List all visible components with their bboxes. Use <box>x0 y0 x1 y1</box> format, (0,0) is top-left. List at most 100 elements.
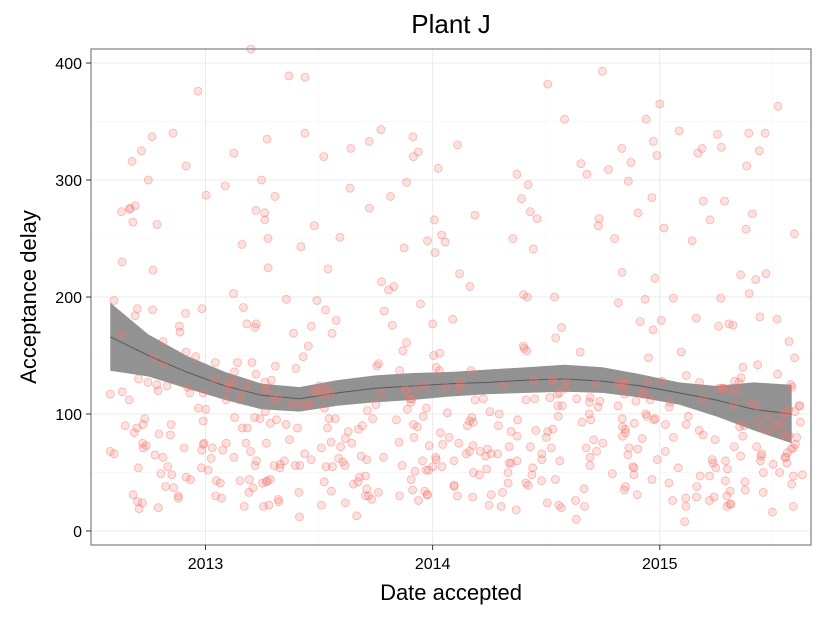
data-point <box>455 376 464 386</box>
data-point <box>725 486 735 496</box>
data-point <box>400 384 410 394</box>
data-point <box>263 234 273 243</box>
data-point <box>260 407 270 417</box>
data-point <box>655 99 665 109</box>
data-point <box>132 304 142 314</box>
data-point <box>418 411 428 421</box>
data-point <box>179 443 189 453</box>
data-point <box>434 366 444 376</box>
data-point <box>710 435 720 445</box>
data-point <box>624 443 634 453</box>
data-point <box>648 325 658 335</box>
data-point <box>263 263 273 273</box>
data-point <box>133 497 143 507</box>
data-point <box>629 418 639 428</box>
data-point <box>109 296 119 305</box>
data-point <box>548 374 558 384</box>
data-point <box>296 242 306 252</box>
data-point <box>421 465 431 475</box>
data-point <box>643 377 653 387</box>
data-point <box>120 421 130 431</box>
data-point <box>486 490 496 500</box>
data-point <box>284 71 294 81</box>
data-point <box>787 382 797 392</box>
data-point <box>560 114 569 124</box>
data-point <box>550 292 559 302</box>
data-point <box>391 415 401 425</box>
data-point <box>486 449 496 459</box>
data-point <box>681 493 691 503</box>
data-point <box>687 236 697 246</box>
data-point <box>323 264 333 274</box>
data-point <box>266 375 276 385</box>
y-axis: 0 100 200 300 400 <box>55 56 91 541</box>
data-point <box>162 381 172 391</box>
data-point <box>511 505 521 515</box>
data-point <box>753 416 762 426</box>
data-point <box>494 409 504 419</box>
data-point <box>498 487 507 497</box>
data-point <box>428 462 438 472</box>
data-point <box>440 237 450 247</box>
data-point <box>291 363 301 373</box>
data-point <box>707 455 717 465</box>
data-point <box>470 210 480 220</box>
data-point <box>347 438 357 448</box>
data-point <box>303 341 313 351</box>
data-point <box>117 207 126 217</box>
data-point <box>275 459 285 469</box>
data-point <box>290 461 300 470</box>
data-point <box>193 403 203 413</box>
data-point <box>648 136 658 146</box>
data-point <box>125 203 135 213</box>
data-point <box>218 445 228 455</box>
data-point <box>571 496 580 505</box>
data-point <box>229 289 238 298</box>
data-point <box>423 490 432 500</box>
data-point <box>581 443 591 453</box>
data-point <box>241 438 251 448</box>
data-point <box>384 285 394 295</box>
data-point <box>449 480 459 490</box>
data-point <box>152 380 162 390</box>
data-point <box>741 224 751 234</box>
data-point <box>796 417 805 427</box>
data-point <box>532 214 542 224</box>
data-point <box>148 305 158 315</box>
data-point <box>413 147 423 157</box>
data-point <box>720 476 730 486</box>
data-point <box>463 421 472 431</box>
data-point <box>138 420 148 429</box>
data-point <box>639 388 648 398</box>
data-point <box>753 401 762 411</box>
data-point <box>352 511 362 521</box>
data-point <box>705 471 714 481</box>
data-point <box>610 234 619 243</box>
data-point <box>252 456 261 466</box>
data-point <box>406 475 416 484</box>
data-point <box>525 207 535 217</box>
data-point <box>647 193 657 203</box>
data-point <box>300 449 310 459</box>
data-point <box>117 257 127 267</box>
data-point <box>521 395 531 405</box>
data-point <box>786 444 796 454</box>
data-point <box>637 434 647 443</box>
data-point <box>551 475 560 484</box>
data-point <box>316 443 326 453</box>
data-point <box>593 402 603 412</box>
data-point <box>548 424 558 434</box>
data-point <box>554 500 564 510</box>
data-point <box>300 72 310 82</box>
data-point <box>355 472 364 482</box>
data-point <box>148 265 158 275</box>
data-point <box>317 500 326 510</box>
data-point <box>641 114 651 124</box>
data-point <box>585 461 595 470</box>
data-point <box>326 388 336 398</box>
data-point <box>163 462 173 472</box>
data-point <box>408 132 418 142</box>
data-point <box>340 498 350 508</box>
data-point <box>512 169 522 179</box>
data-point <box>409 432 419 442</box>
